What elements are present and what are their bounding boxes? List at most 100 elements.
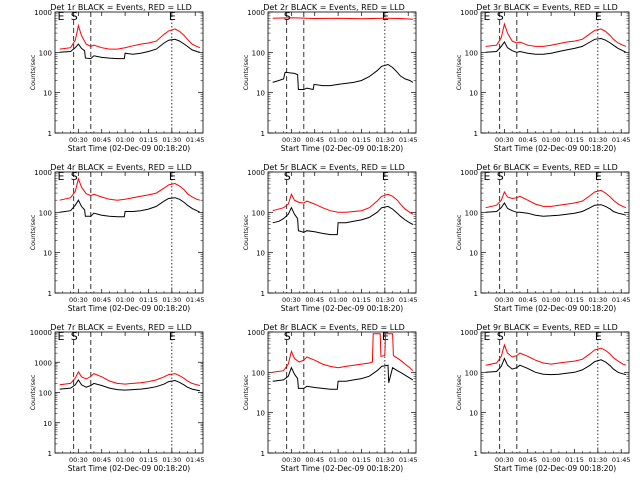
x-tick-label: 01:00 [329,296,348,304]
event-marker-label: E [169,330,176,343]
y-tick-label: 1000 [460,9,478,17]
y-tick-label: 1000 [247,329,265,337]
plot-frame [267,11,417,134]
x-axis-label: Start Time (02-Dec-09 00:18:20) [281,144,403,153]
event-marker-label: S [284,170,291,183]
x-tick-label: 00:30 [282,136,301,144]
x-tick-label: 01:00 [116,456,135,464]
y-tick-label: 100 [252,209,265,217]
chart-title: Det 1r BLACK = Events, RED = LLD [50,3,192,12]
event-marker-label: E [595,330,602,343]
x-tick-label: 01:15 [352,296,371,304]
y-tick-label: 10 [43,420,52,428]
x-tick-label: 00:45 [92,296,111,304]
chart-title: Det 8r BLACK = Events, RED = LLD [263,323,405,332]
y-axis-label: Counts/sec [455,54,463,90]
x-tick-label: 01:15 [352,456,371,464]
x-tick-label: 01:00 [542,296,561,304]
x-tick-label: 00:45 [518,456,537,464]
series-line-lld [59,23,201,50]
event-marker-label: S [71,330,78,343]
y-tick-label: 100 [39,209,52,217]
x-tick-label: 01:45 [612,296,631,304]
x-tick-label: 01:30 [588,456,607,464]
event-marker-label: S [284,330,291,343]
y-tick-label: 100 [465,49,478,57]
event-marker-label: S [71,170,78,183]
series-line-events [272,63,414,91]
chart-panel-5r: Det 5r BLACK = Events, RED = LLD 1 10 100 10… [242,163,418,313]
plot-frame [267,331,417,454]
y-axis-label: Counts/sec [455,374,463,410]
series-line-lld [59,177,201,201]
event-marker-label: E [382,170,389,183]
event-marker-label: E [595,10,602,23]
y-axis-label: Counts/sec [29,54,37,90]
plot-frame [267,171,417,294]
x-tick-label: 01:45 [399,456,418,464]
y-tick-label: 10000 [30,329,52,337]
event-marker-label: E [57,170,64,183]
x-tick-label: 01:45 [612,136,631,144]
chart-title: Det 3r BLACK = Events, RED = LLD [476,3,618,12]
x-tick-label: 00:45 [92,456,111,464]
y-tick-label: 1000 [34,9,52,17]
chart-title: Det 6r BLACK = Events, RED = LLD [476,163,618,172]
event-marker-label: E [483,170,490,183]
event-marker-label: S [497,330,504,343]
y-tick-label: 1 [261,450,265,458]
y-tick-label: 1000 [34,169,52,177]
x-tick-label: 00:45 [305,136,324,144]
x-tick-label: 01:15 [565,136,584,144]
y-tick-label: 10 [43,250,52,258]
plot-frame [480,171,630,294]
x-tick-label: 01:15 [352,136,371,144]
chart-panel-4r: Det 4r BLACK = Events, RED = LLD 1 10 100 10… [29,163,205,313]
x-axis-label: Start Time (02-Dec-09 00:18:20) [494,464,616,473]
chart-panel-9r: Det 9r BLACK = Events, RED = LLD 1 10 100 10… [455,323,631,473]
x-tick-label: 00:30 [282,296,301,304]
y-tick-label: 10 [469,250,478,258]
y-tick-label: 1 [474,290,478,298]
plot-frame [54,11,204,134]
chart-title: Det 2r BLACK = Events, RED = LLD [263,3,405,12]
y-tick-label: 1000 [247,9,265,17]
y-tick-label: 10 [256,90,265,98]
event-marker-label: S [284,10,291,23]
y-tick-label: 1 [474,450,478,458]
x-tick-label: 01:30 [375,296,394,304]
x-tick-label: 00:30 [495,296,514,304]
x-axis-label: Start Time (02-Dec-09 00:18:20) [68,304,190,313]
y-tick-label: 1 [474,130,478,138]
y-tick-label: 1 [48,290,52,298]
event-marker-label: S [497,170,504,183]
x-tick-label: 01:45 [399,136,418,144]
event-marker-label: E [169,10,176,23]
y-tick-label: 100 [39,49,52,57]
series-line-lld [59,370,201,386]
series-line-events [485,357,627,376]
chart-panel-6r: Det 6r BLACK = Events, RED = LLD 1 10 100 10… [455,163,631,313]
chart-title: Det 7r BLACK = Events, RED = LLD [50,323,192,332]
x-tick-label: 01:00 [542,456,561,464]
x-tick-label: 01:15 [139,136,158,144]
x-tick-label: 00:30 [495,136,514,144]
y-tick-label: 100 [252,369,265,377]
y-axis-label: Counts/sec [29,214,37,250]
x-tick-label: 01:30 [162,456,181,464]
x-tick-label: 01:15 [565,456,584,464]
y-tick-label: 100 [465,209,478,217]
chart-title: Det 5r BLACK = Events, RED = LLD [263,163,405,172]
event-marker-label: E [169,170,176,183]
x-tick-label: 01:30 [375,136,394,144]
x-tick-label: 01:45 [186,456,205,464]
x-tick-label: 00:45 [305,456,324,464]
x-tick-label: 01:45 [612,456,631,464]
x-axis-label: Start Time (02-Dec-09 00:18:20) [281,304,403,313]
series-line-lld [272,193,414,215]
x-tick-label: 01:30 [588,136,607,144]
x-tick-label: 00:30 [282,456,301,464]
x-axis-label: Start Time (02-Dec-09 00:18:20) [494,144,616,153]
series-line-events [59,38,201,60]
